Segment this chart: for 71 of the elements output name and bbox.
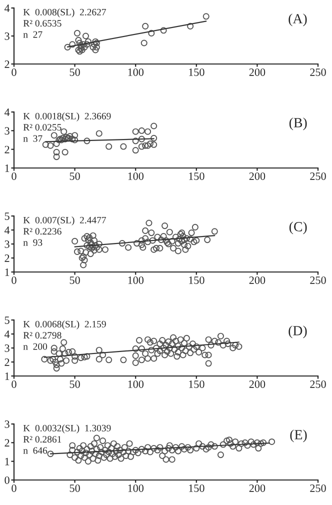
y-tick-label: 4	[4, 108, 10, 116]
x-tick-label: 250	[310, 380, 326, 388]
x-tick-label: 150	[189, 172, 204, 180]
x-tick-label: 0	[12, 172, 16, 180]
y-tick-label: 3	[4, 420, 10, 428]
x-tick-label: 100	[128, 380, 144, 388]
x-tick-label: 50	[70, 484, 80, 492]
y-tick-label: 1	[5, 268, 10, 276]
y-tick-label: 4	[4, 226, 10, 234]
annotation: K 0.0032(SL) 1.3039	[23, 424, 111, 434]
x-tick-label: 100	[128, 276, 144, 284]
y-tick-label: 4	[4, 330, 10, 338]
annotation: R² 0.0255	[23, 124, 62, 131]
chart-title: (A)	[288, 14, 307, 26]
x-tick-label: 0	[12, 68, 16, 76]
annotation: R² 0.2861	[23, 436, 62, 443]
annotation: n 200	[23, 343, 48, 350]
chart-title: (D)	[288, 326, 307, 338]
x-tick-label: 200	[249, 68, 266, 76]
x-tick-label: 150	[189, 484, 204, 492]
x-tick-label: 50	[70, 172, 80, 180]
x-tick-label: 0	[12, 380, 16, 388]
x-tick-label: 100	[128, 68, 144, 76]
x-tick-label: 250	[310, 484, 326, 492]
annotation: K 0.0068(SL) 2.159	[23, 320, 106, 330]
y-tick-label: 2	[4, 254, 10, 262]
y-tick-label: 2	[4, 60, 10, 68]
y-tick-label: 5	[4, 316, 10, 324]
y-tick-label: 2	[4, 358, 10, 366]
annotation: R² 0.2236	[23, 228, 62, 235]
x-tick-label: 200	[249, 172, 266, 180]
x-tick-label: 100	[128, 484, 144, 492]
y-tick-label: 3	[4, 344, 10, 352]
y-tick-label: 3	[4, 240, 10, 248]
x-tick-label: 150	[189, 68, 204, 76]
y-tick-label: 2	[4, 439, 10, 447]
annotation: n 646	[23, 447, 48, 454]
x-tick-label: 50	[70, 380, 80, 388]
x-tick-label: 150	[189, 276, 204, 284]
y-tick-label: 1	[5, 164, 10, 172]
y-tick-label: 3	[4, 127, 10, 135]
x-tick-label: 50	[70, 68, 80, 76]
y-tick-label: 2	[4, 146, 10, 154]
x-tick-label: 0	[12, 276, 16, 284]
chart-title: (C)	[289, 222, 307, 234]
x-tick-label: 250	[310, 68, 326, 76]
annotation: K 0.008(SL) 2.2627	[23, 8, 106, 18]
x-tick-label: 150	[189, 380, 204, 388]
annotation: n 37	[23, 135, 42, 142]
y-tick-label: 1	[5, 458, 10, 466]
annotation: K 0.0018(SL) 2.3669	[23, 112, 111, 122]
y-tick-label: 0	[4, 476, 10, 484]
x-tick-label: 200	[249, 484, 266, 492]
x-tick-label: 200	[249, 380, 266, 388]
annotation: R² 0.6535	[23, 20, 62, 27]
annotation: n 27	[23, 31, 42, 38]
x-tick-label: 200	[249, 276, 266, 284]
y-tick-label: 4	[4, 4, 10, 12]
y-tick-label: 1	[5, 372, 10, 380]
y-tick-label: 3	[4, 32, 10, 40]
annotation: n 93	[23, 239, 42, 246]
annotation: R² 0.2798	[23, 332, 62, 339]
chart-title: (E)	[290, 430, 307, 442]
annotation: K 0.007(SL) 2.4477	[23, 216, 106, 226]
y-tick-label: 5	[4, 212, 10, 220]
x-tick-label: 250	[310, 276, 326, 284]
x-tick-label: 250	[310, 172, 326, 180]
x-tick-label: 100	[128, 172, 144, 180]
x-tick-label: 0	[12, 484, 16, 492]
chart-title: (B)	[289, 118, 307, 130]
x-tick-label: 50	[70, 276, 80, 284]
